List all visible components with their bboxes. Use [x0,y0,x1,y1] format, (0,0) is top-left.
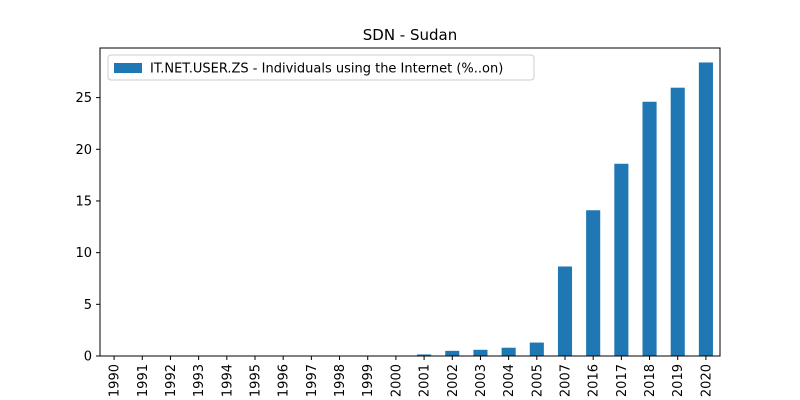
y-tick-label-15: 15 [75,194,92,209]
x-tick-label-1998: 1998 [333,364,348,397]
bar-2016 [586,210,601,356]
legend-swatch [114,63,142,73]
x-tick-label-1995: 1995 [249,364,264,397]
x-tick-label-1999: 1999 [361,364,376,397]
x-axis: 1990 1991 1992 1993 1994 1995 1996 1997 1998 1999… [108,356,714,397]
x-tick-label-1991: 1991 [136,364,151,397]
x-tick-label-2017: 2017 [615,364,630,397]
bar-2003 [473,349,488,356]
bar-2018 [642,101,657,356]
x-tick-label-2005: 2005 [530,364,545,397]
y-tick-label-25: 25 [75,91,92,106]
bar-2004 [501,347,516,356]
bar-2007 [557,266,573,356]
x-tick-label-1996: 1996 [277,364,292,397]
x-tick-label-1993: 1993 [192,364,207,397]
x-tick-label-1994: 1994 [220,364,235,397]
chart-title: SDN - Sudan [363,26,458,44]
x-tick-label-2016: 2016 [587,364,602,397]
bar-series [360,62,713,357]
bar-2019 [670,87,685,356]
bar-2020 [698,62,713,357]
x-tick-label-2004: 2004 [502,364,517,397]
legend-label: IT.NET.USER.ZS - Individuals using the I… [150,62,503,77]
legend: IT.NET.USER.ZS - Individuals using the I… [107,54,535,81]
x-tick-label-1992: 1992 [164,364,179,397]
y-tick-label-0: 0 [84,350,92,365]
plot-frame [99,47,721,357]
x-tick-label-2001: 2001 [418,364,433,397]
x-tick-label-2002: 2002 [446,364,461,397]
x-tick-label-1990: 1990 [108,364,123,397]
y-tick-label-10: 10 [75,246,92,261]
x-tick-label-2003: 2003 [474,364,489,397]
bar-2001 [417,354,432,356]
legend-box [107,54,535,81]
x-tick-label-1997: 1997 [305,364,320,397]
bar-2002 [445,350,460,356]
bar-2005 [529,342,544,356]
bar-2017 [614,163,629,356]
x-tick-label-2018: 2018 [643,364,658,397]
x-tick-label-2000: 2000 [389,364,404,397]
x-tick-label-2007: 2007 [559,364,574,397]
x-tick-label-2020: 2020 [699,364,714,397]
y-axis: 0 5 10 15 20 25 [75,91,100,365]
y-tick-label-5: 5 [84,298,92,313]
x-tick-label-2019: 2019 [671,364,686,397]
y-tick-label-20: 20 [75,143,92,158]
